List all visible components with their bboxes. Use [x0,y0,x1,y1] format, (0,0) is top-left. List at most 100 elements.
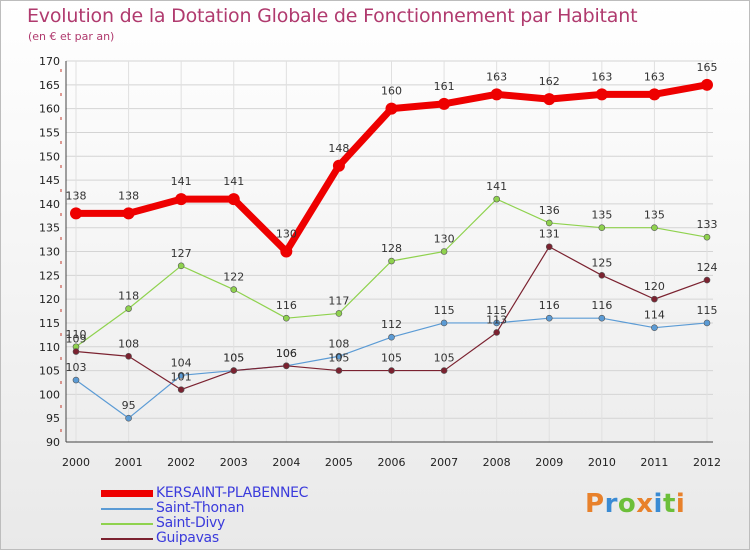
data-label: 148 [328,142,349,155]
series-lines [70,78,713,422]
data-label: 136 [539,204,560,217]
data-label: 125 [591,256,612,269]
x-tick-label: 2011 [640,456,668,469]
data-label: 135 [644,209,665,222]
data-point [335,367,343,374]
x-tick-label: 2009 [535,456,563,469]
data-point [440,367,448,374]
y-tick-label: 135 [39,222,60,235]
y-tick-label: 140 [39,198,60,211]
x-tick-label: 2010 [588,456,616,469]
axes: 90 95 100 105 110 115 120 125 130 135 140 145 150 155… [39,55,721,469]
x-tick-label: 2005 [325,456,353,469]
data-point [651,295,658,303]
data-point [440,248,448,255]
y-tick-label: 110 [39,341,60,354]
legend-label-guipavas: Guipavas [156,530,219,546]
data-labels: 110 118 127 122 116 117 128 130 141 136 135 135 133 1… [66,61,718,412]
data-label: 130 [276,228,297,241]
logo-letter: t [662,489,676,519]
data-point [703,276,711,284]
data-label: 112 [381,318,402,331]
data-label: 110 [66,328,87,341]
y-tick-label: 160 [39,103,60,116]
data-label: 163 [591,70,612,83]
data-label: 115 [434,304,455,317]
proxiti-logo: Proxiti [585,489,685,519]
data-point [177,372,185,379]
legend-label-saint-divy: Saint-Divy [156,515,226,531]
logo-letter: i [675,489,686,519]
data-point [595,88,608,101]
legend-swatch-guipavas [101,538,153,540]
chart-title: Evolution de la Dotation Globale de Fonc… [27,5,638,27]
data-point [227,193,240,206]
data-point [648,88,661,101]
data-point [385,102,398,115]
y-tick-label: 90 [46,436,60,449]
data-label: 165 [697,61,718,74]
data-label: 120 [644,280,665,293]
data-label: 105 [381,352,402,365]
data-point [545,314,553,322]
y-tick-label: 95 [46,412,60,425]
data-label: 124 [697,261,718,274]
data-label: 118 [118,290,139,303]
data-point [598,272,606,279]
data-label: 115 [697,304,718,317]
data-point [332,159,345,172]
data-point [388,367,395,374]
data-label: 161 [434,80,455,93]
data-point [598,224,606,231]
y-tick-label: 155 [39,126,60,139]
data-label: 163 [486,70,507,83]
data-label: 115 [486,304,507,317]
logo-letter: r [604,489,618,519]
data-point [493,319,500,327]
data-label: 116 [591,299,612,312]
data-point [125,414,132,422]
x-tick-label: 2000 [62,456,90,469]
data-label: 105 [223,352,244,365]
data-point [493,329,500,336]
data-label: 128 [381,242,402,255]
data-label: 141 [223,175,244,188]
data-point [598,314,606,322]
legend-swatch-kersaint [101,490,153,497]
x-tick-label: 2007 [430,456,458,469]
data-point [440,319,448,327]
data-point [283,362,290,370]
x-tick-label: 2004 [272,456,300,469]
data-point [177,386,185,393]
data-point [283,314,290,322]
data-label: 133 [697,218,718,231]
data-label: 117 [328,294,349,307]
data-point [703,233,711,241]
x-tick-label: 2002 [167,456,195,469]
data-point [122,207,135,220]
data-label: 108 [328,337,349,350]
data-point [335,310,343,317]
data-label: 108 [118,337,139,350]
data-point [388,257,395,265]
data-point [701,78,713,91]
x-tick-label: 2008 [483,456,511,469]
legend-swatch-saint-thonan [101,508,153,510]
legend-label-kersaint: KERSAINT-PLABENNEC [156,485,309,501]
data-point [125,305,132,312]
y-tick-label: 145 [39,174,60,187]
data-point [230,367,238,374]
data-label: 103 [66,361,87,374]
x-tick-label: 2003 [220,456,248,469]
data-label: 135 [591,209,612,222]
y-tick-label: 165 [39,79,60,92]
data-label: 114 [644,309,665,322]
data-label: 113 [486,313,507,326]
data-point [490,88,503,101]
data-label: 106 [276,347,297,360]
data-label: 162 [539,75,560,88]
y-tick-label: 100 [39,388,60,401]
data-label: 160 [381,85,402,98]
data-point [493,195,500,203]
